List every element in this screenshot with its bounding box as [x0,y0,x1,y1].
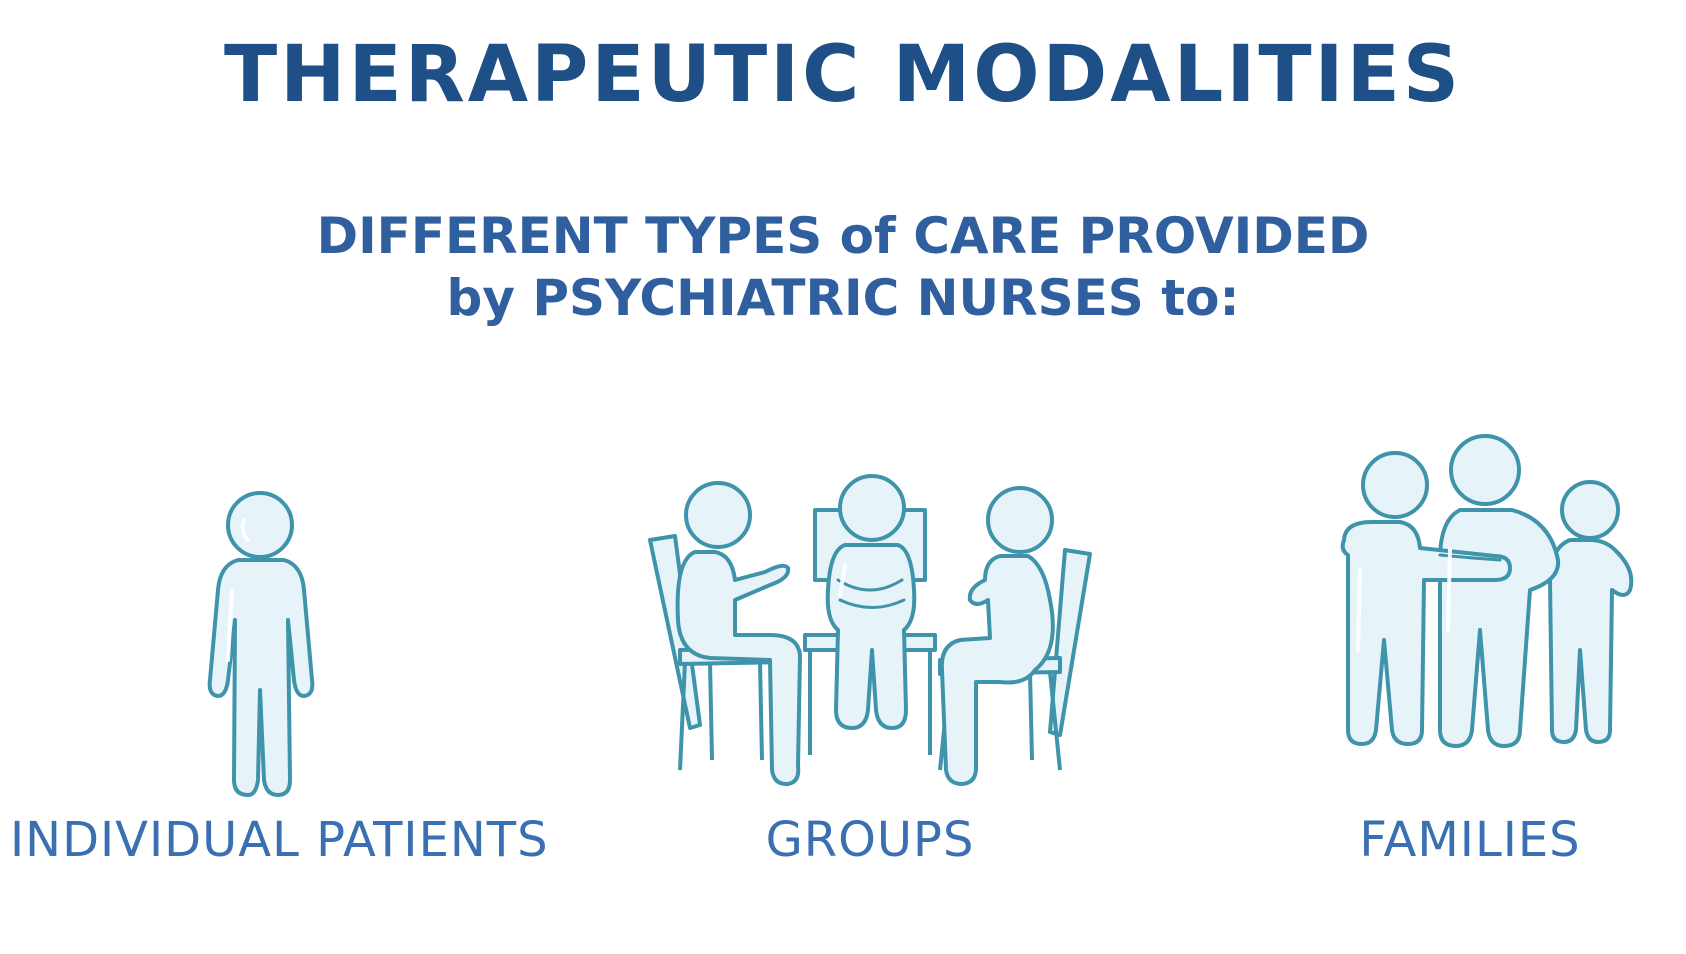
subtitle-line-2: by PSYCHIATRIC NURSES to: [0,267,1686,329]
label-families: FAMILIES [1300,812,1640,868]
family-hug-icon [1300,430,1640,770]
label-individual-patients: INDIVIDUAL PATIENTS [10,812,530,868]
page-title: THERAPEUTIC MODALITIES [0,30,1686,120]
group-therapy-icon [640,470,1100,810]
subtitle-line-1: DIFFERENT TYPES of CARE PROVIDED [0,205,1686,267]
subtitle: DIFFERENT TYPES of CARE PROVIDED by PSYC… [0,205,1686,329]
single-person-icon [180,480,350,800]
label-groups: GROUPS [700,812,1040,868]
